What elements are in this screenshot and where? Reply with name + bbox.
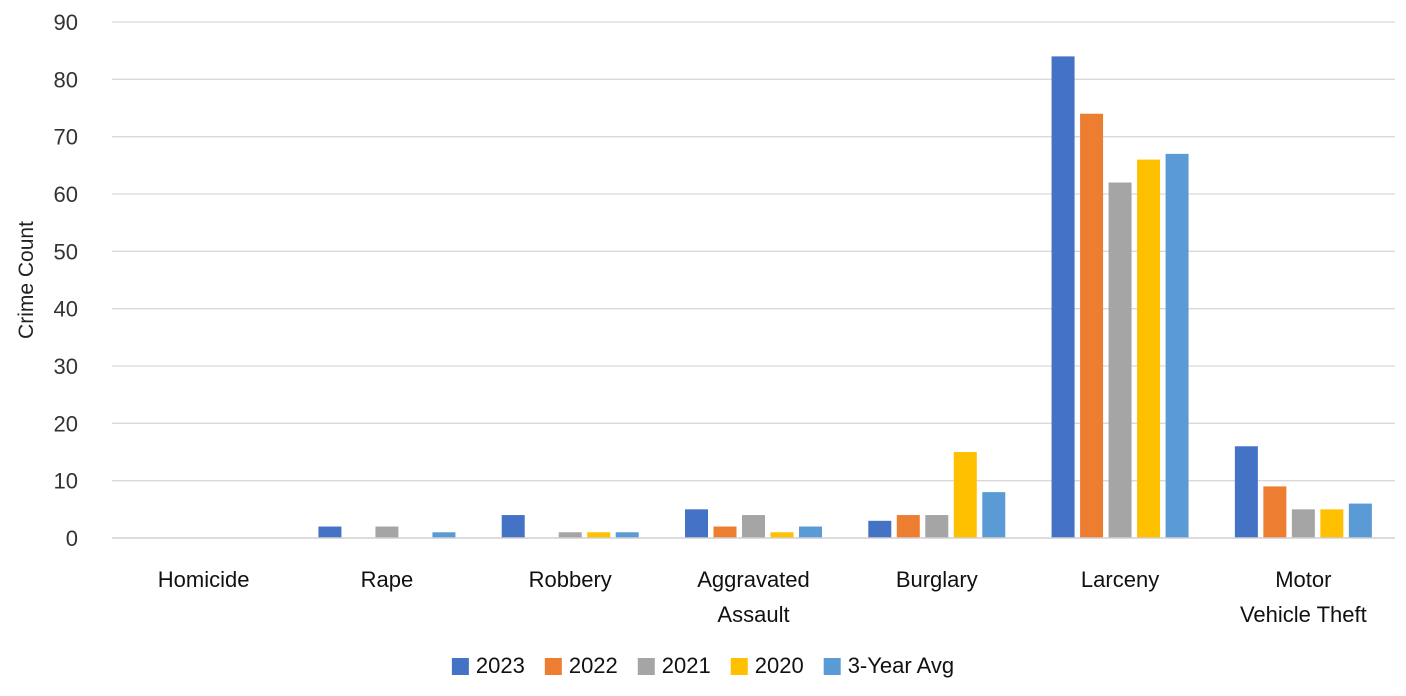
x-category-label: Rape [361, 567, 414, 592]
bar-2023-3 [685, 509, 708, 538]
x-category-label: Burglary [896, 567, 978, 592]
bar-3-year-avg-4 [982, 492, 1006, 538]
bar-2022-3 [713, 526, 737, 538]
bar-3-year-avg-3 [799, 526, 822, 538]
bars [318, 56, 1372, 539]
bar-2023-1 [318, 526, 342, 538]
y-tick-label: 80 [54, 67, 78, 92]
bar-2020-5 [1137, 159, 1161, 538]
y-tick-label: 40 [54, 297, 78, 322]
x-category-label: Assault [717, 602, 789, 627]
legend-label: 2020 [755, 653, 804, 678]
x-axis-category-labels: Homicide Rape Robbery Aggravated Assault Burg… [158, 567, 1367, 627]
bar-2023-4 [868, 520, 892, 538]
y-axis-title: Crime Count [15, 221, 38, 339]
legend-label: 2021 [662, 653, 711, 678]
bar-3-year-avg-5 [1165, 153, 1189, 538]
bar-2021-3 [742, 515, 765, 538]
bar-2020-4 [953, 452, 977, 538]
legend-swatch [730, 658, 748, 675]
y-tick-label: 90 [54, 10, 78, 35]
x-category-label: Homicide [158, 567, 250, 592]
legend-label: 2023 [476, 653, 525, 678]
y-tick-label: 20 [54, 411, 78, 436]
bar-2023-2 [501, 515, 525, 538]
bar-2021-6 [1291, 509, 1315, 538]
x-category-label: Robbery [529, 567, 612, 592]
bar-3-year-avg-6 [1348, 503, 1372, 538]
y-axis-tick-labels: 0 10 20 30 40 50 60 70 80 90 [54, 10, 78, 551]
legend-label: 3-Year Avg [848, 653, 954, 678]
y-tick-label: 70 [54, 125, 78, 150]
legend-label: 2022 [569, 653, 618, 678]
y-tick-label: 10 [54, 469, 78, 494]
bar-2020-6 [1320, 509, 1344, 538]
x-category-label: Vehicle Theft [1240, 602, 1367, 627]
y-tick-label: 30 [54, 354, 78, 379]
bar-2021-2 [558, 532, 582, 538]
legend-swatch [451, 658, 469, 675]
gridlines [112, 21, 1395, 482]
bar-2023-6 [1234, 446, 1258, 538]
y-tick-label: 50 [54, 239, 78, 264]
x-category-label: Motor [1275, 567, 1331, 592]
bar-3-year-avg-1 [432, 532, 456, 538]
bar-2021-5 [1108, 182, 1132, 539]
bar-2022-6 [1263, 486, 1287, 538]
y-tick-label: 0 [66, 526, 78, 551]
bar-2021-1 [375, 526, 399, 538]
legend-swatch [544, 658, 562, 675]
y-tick-label: 60 [54, 182, 78, 207]
bar-2020-3 [770, 532, 794, 538]
bar-2021-4 [925, 515, 949, 538]
legend-swatch [823, 658, 841, 675]
legend-swatch [637, 658, 655, 675]
bar-2023-5 [1051, 56, 1075, 539]
bar-3-year-avg-2 [615, 532, 639, 538]
x-category-label: Aggravated [697, 567, 810, 592]
bar-2020-2 [587, 532, 611, 538]
bar-2022-4 [896, 515, 920, 538]
x-category-label: Larceny [1081, 567, 1159, 592]
legend: 2023 2022 2021 2020 3-Year Avg [451, 653, 954, 678]
bar-2022-5 [1080, 113, 1104, 538]
